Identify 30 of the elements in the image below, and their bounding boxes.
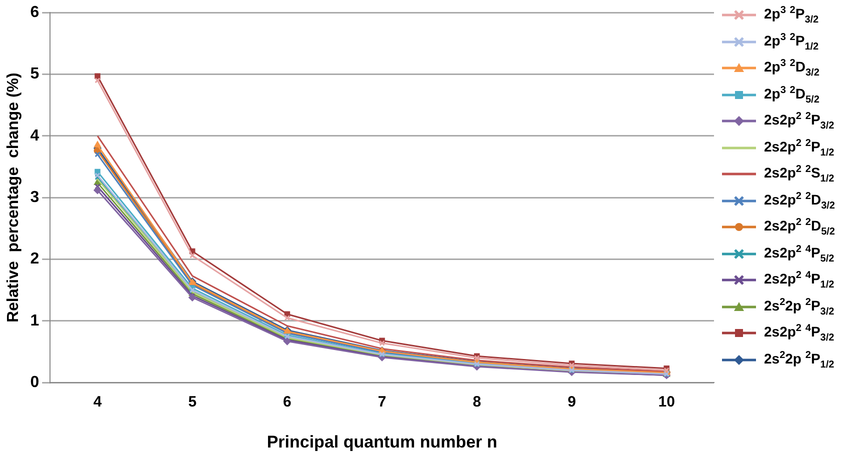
x-tick-label: 5 (188, 394, 197, 411)
legend-label: 2s$^{2}$2p $^{2}$P$_{1/2}$ (764, 350, 834, 370)
x-tick-label: 9 (568, 394, 576, 411)
x-tick-label: 4 (93, 394, 102, 411)
y-tick-label: 3 (30, 189, 40, 206)
legend-label: 2s2p$^{2}$ $^{4}$P$_{5/2}$ (764, 244, 834, 264)
legend-label: 2s$^{2}$2p $^{2}$P$_{3/2}$ (764, 296, 834, 317)
legend-label: 2s2p$^{2}$ $^{2}$S$_{1/2}$ (764, 164, 834, 184)
legend-label: 2s2p$^{2}$ $^{2}$D$_{3/2}$ (764, 190, 835, 211)
legend-label: 2s2p$^{2}$ $^{2}$P$_{3/2}$ (764, 111, 834, 132)
y-tick-label: 0 (30, 374, 40, 392)
legend-label: 2p$^{3}$ $^{2}$P$_{3/2}$ (764, 5, 819, 26)
legend-label: 2s2p$^{2}$ $^{2}$D$_{5/2}$ (764, 217, 835, 238)
y-tick-label: 2 (30, 250, 40, 268)
x-tick-label: 6 (283, 394, 292, 411)
x-tick-label: 7 (378, 394, 386, 411)
y-tick-label: 1 (30, 312, 40, 330)
legend-label: 2p$^{3}$ $^{2}$P$_{1/2}$ (764, 32, 819, 52)
y-tick-label: 6 (30, 4, 40, 22)
x-tick-label: 10 (658, 394, 675, 411)
legend-label: 2p$^{3}$ $^{2}$D$_{3/2}$ (764, 58, 820, 78)
y-tick-label: 5 (30, 66, 40, 83)
y-axis-title: Relative percentage change (%) (5, 72, 22, 323)
legend-label: 2s2p$^{2}$ $^{4}$P$_{3/2}$ (764, 323, 834, 344)
legend-label: 2s2p$^{2}$ $^{2}$P$_{1/2}$ (764, 138, 834, 158)
legend-label: 2s2p$^{2}$ $^{4}$P$_{1/2}$ (764, 270, 834, 290)
y-tick-label: 4 (30, 127, 40, 144)
x-axis-title: Principal quantum number n (266, 432, 498, 452)
x-tick-label: 8 (472, 394, 482, 411)
legend-label: 2p$^{3}$ $^{2}$D$_{5/2}$ (764, 84, 820, 105)
